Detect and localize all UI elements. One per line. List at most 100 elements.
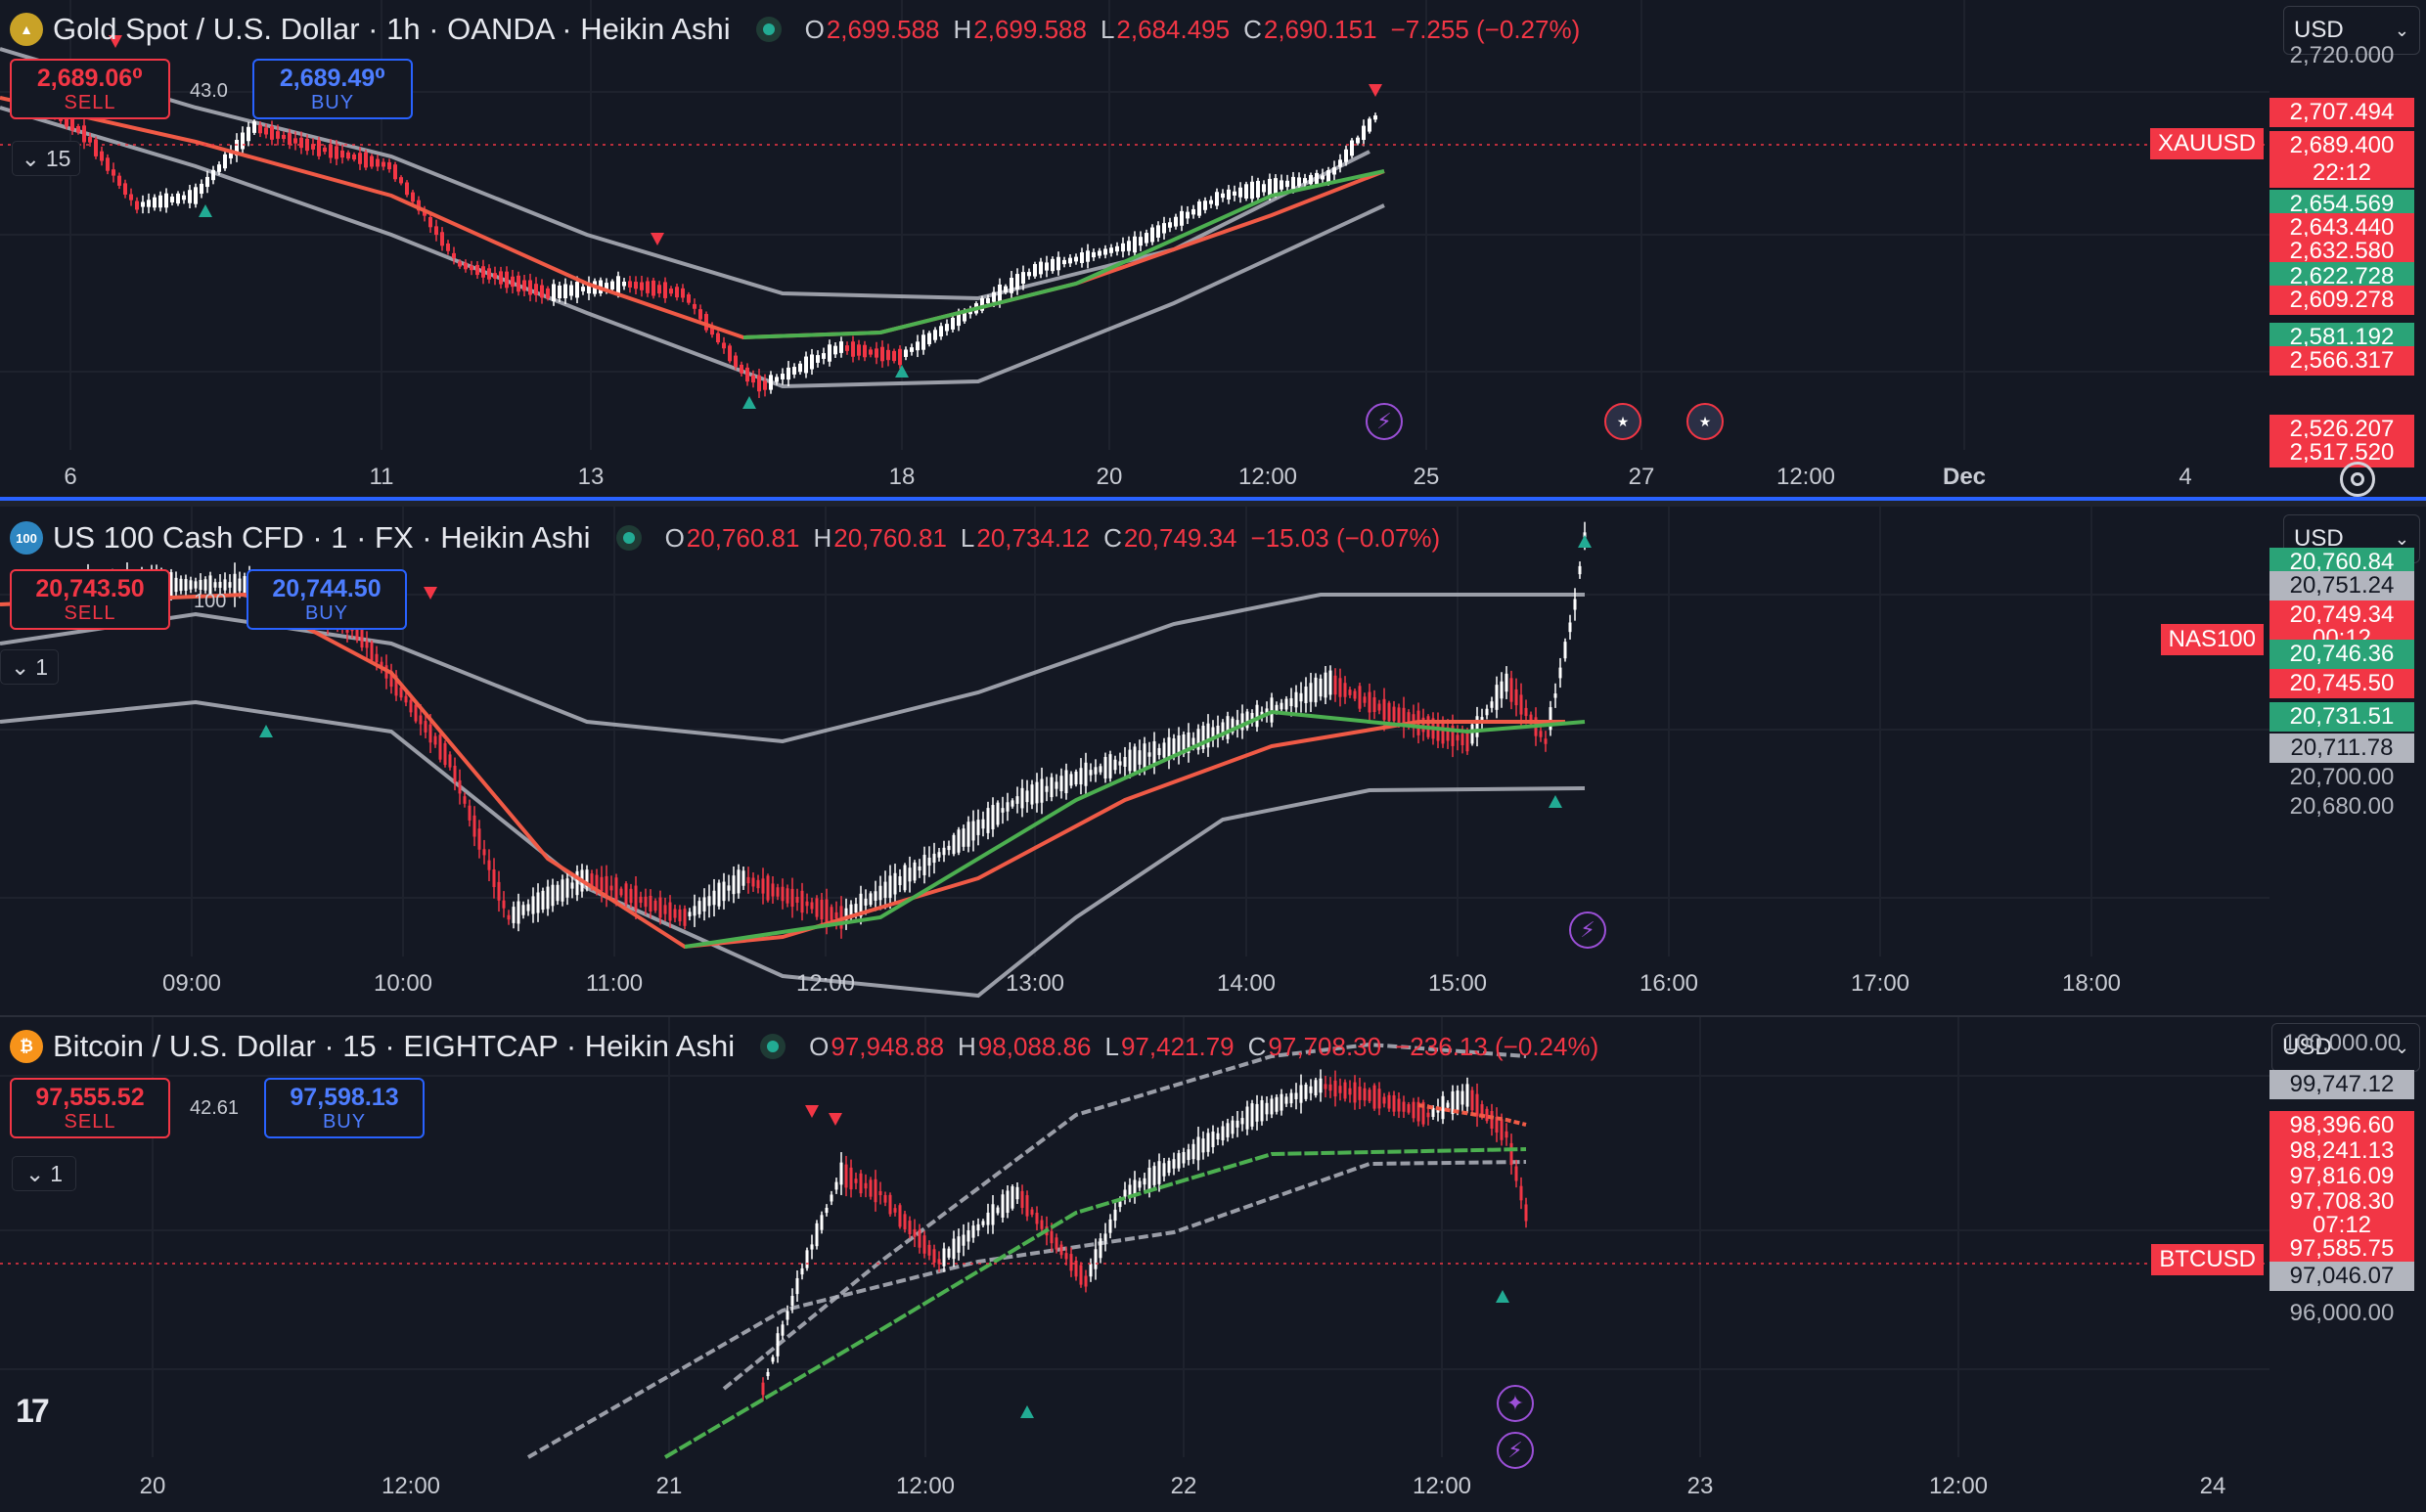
- candle-body: [1182, 734, 1186, 755]
- quantity-dropdown[interactable]: ⌄ 1: [0, 649, 59, 685]
- tradingview-logo-icon[interactable]: 17: [16, 1393, 50, 1430]
- candle-body: [681, 288, 685, 298]
- sell-button[interactable]: 97,555.52 SELL: [10, 1078, 170, 1138]
- candle-body: [903, 1214, 907, 1229]
- lightning-event-icon[interactable]: ⚡: [1366, 403, 1403, 440]
- candle-body: [1182, 1151, 1186, 1164]
- sparkle-event-icon[interactable]: ✦: [1497, 1385, 1534, 1422]
- settings-gear-icon[interactable]: [2340, 462, 2375, 497]
- candle-body: [1062, 259, 1066, 265]
- gold-bars-icon: ▲: [10, 13, 43, 46]
- candle-body: [393, 164, 397, 180]
- time-label: Dec: [1942, 464, 1987, 490]
- time-axis[interactable]: 09:00 10:00 11:00 12:00 13:00 14:00 15:00 16:00…: [0, 960, 2260, 1007]
- candle-body: [698, 309, 702, 320]
- candle-body: [1299, 1085, 1303, 1103]
- candle-body: [693, 906, 696, 916]
- pane-separator[interactable]: [0, 1015, 2426, 1017]
- candle-body: [947, 845, 951, 851]
- candle-body: [1197, 201, 1201, 216]
- price-label: 2,609.278: [2269, 286, 2414, 315]
- candle-body: [1045, 262, 1049, 271]
- price-label: 20,700.00: [2289, 764, 2395, 790]
- candle-body: [918, 866, 921, 871]
- buy-button[interactable]: 20,744.50 BUY: [247, 569, 407, 630]
- candle-body: [1392, 1094, 1396, 1112]
- candle-body: [1250, 713, 1254, 723]
- gold-chart-pane[interactable]: ▲ Gold Spot / U.S. Dollar · 1h · OANDA ·…: [0, 0, 2426, 497]
- candle-body: [609, 885, 613, 891]
- candle-body: [786, 1311, 789, 1320]
- buy-button[interactable]: 2,689.49⁰ BUY: [252, 59, 413, 119]
- candle-body: [1152, 1166, 1156, 1185]
- buy-button[interactable]: 97,598.13 BUY: [264, 1078, 425, 1138]
- us-flag-event-icon[interactable]: ★: [1604, 403, 1641, 440]
- candle-body: [511, 276, 515, 288]
- candle-body: [493, 273, 497, 279]
- candle-body: [998, 284, 1002, 302]
- sell-button[interactable]: 2,689.06⁰ SELL: [10, 59, 170, 119]
- candle-body: [864, 1182, 868, 1189]
- candle-body: [820, 899, 824, 920]
- candle-body: [1123, 1189, 1127, 1197]
- symbol-title[interactable]: Bitcoin / U.S. Dollar · 15 · EIGHTCAP · …: [53, 1029, 736, 1063]
- candle-body: [1568, 622, 1572, 633]
- candle-body: [839, 1162, 843, 1185]
- candle-body: [135, 200, 139, 210]
- time-axis[interactable]: 6 11 13 18 20 12:00 25 27 12:00 Dec 4: [0, 454, 2260, 497]
- candle-body: [1121, 243, 1125, 252]
- us-flag-event-icon[interactable]: ★: [1686, 403, 1724, 440]
- sell-button[interactable]: 20,743.50 SELL: [10, 569, 170, 630]
- candle-body: [1480, 1104, 1484, 1116]
- candle-body: [565, 878, 569, 898]
- candle-body: [1475, 1093, 1479, 1117]
- quantity-dropdown[interactable]: ⌄ 1: [12, 1156, 76, 1191]
- quantity-dropdown[interactable]: ⌄ 15: [12, 141, 80, 176]
- candle-body: [1004, 286, 1008, 292]
- candle-body: [1240, 713, 1244, 731]
- time-label: 11:00: [585, 970, 644, 997]
- candle-body: [487, 268, 491, 280]
- pane-separator[interactable]: [0, 501, 2426, 507]
- btc-chart-pane[interactable]: ₿ Bitcoin / U.S. Dollar · 15 · EIGHTCAP …: [0, 1017, 2426, 1512]
- btc-chart-canvas[interactable]: [0, 1017, 2426, 1512]
- nas100-chart-pane[interactable]: 100 US 100 Cash CFD · 1 · FX · Heikin As…: [0, 507, 2426, 1015]
- candle-body: [590, 873, 594, 887]
- spread-value: 100: [194, 591, 227, 612]
- candle-body: [886, 349, 890, 361]
- candle-body: [1314, 1080, 1318, 1096]
- candle-body: [991, 805, 995, 829]
- candle-body: [800, 1267, 804, 1275]
- candle-body: [433, 735, 437, 745]
- candle-body: [857, 344, 861, 356]
- candle-body: [1315, 172, 1319, 185]
- candle-body: [1118, 1201, 1122, 1208]
- currency-select[interactable]: USD ⌄: [2271, 1023, 2420, 1072]
- lightning-event-icon[interactable]: ⚡: [1569, 912, 1606, 949]
- time-label: 14:00: [1216, 970, 1277, 997]
- candle-body: [1250, 181, 1254, 200]
- time-axis[interactable]: 20 12:00 21 12:00 22 12:00 23 12:00 24: [0, 1463, 2260, 1510]
- symbol-title[interactable]: Gold Spot / U.S. Dollar · 1h · OANDA · H…: [53, 12, 731, 46]
- candle-body: [1086, 250, 1090, 262]
- candle-body: [497, 881, 501, 901]
- candle-body: [1069, 774, 1073, 786]
- lightning-event-icon[interactable]: ⚡: [1497, 1432, 1534, 1469]
- pane-separator-active[interactable]: [0, 497, 2426, 501]
- candle-body: [683, 909, 687, 926]
- gold-chart-canvas[interactable]: [0, 0, 2426, 497]
- candle-body: [869, 349, 873, 355]
- candle-body: [727, 885, 731, 891]
- sell-signal-marker: [109, 35, 122, 48]
- candle-body: [428, 724, 432, 743]
- candle-body: [1216, 1133, 1220, 1140]
- time-label: 20: [139, 1473, 166, 1499]
- candle-body: [355, 621, 359, 641]
- symbol-title[interactable]: US 100 Cash CFD · 1 · FX · Heikin Ashi: [53, 520, 591, 555]
- candle-body: [199, 579, 202, 591]
- candle-body: [1011, 1186, 1014, 1209]
- candle-body: [1470, 1090, 1474, 1111]
- candle-body: [1549, 707, 1552, 731]
- candle-body: [629, 888, 633, 904]
- currency-select[interactable]: USD ⌄: [2283, 6, 2420, 55]
